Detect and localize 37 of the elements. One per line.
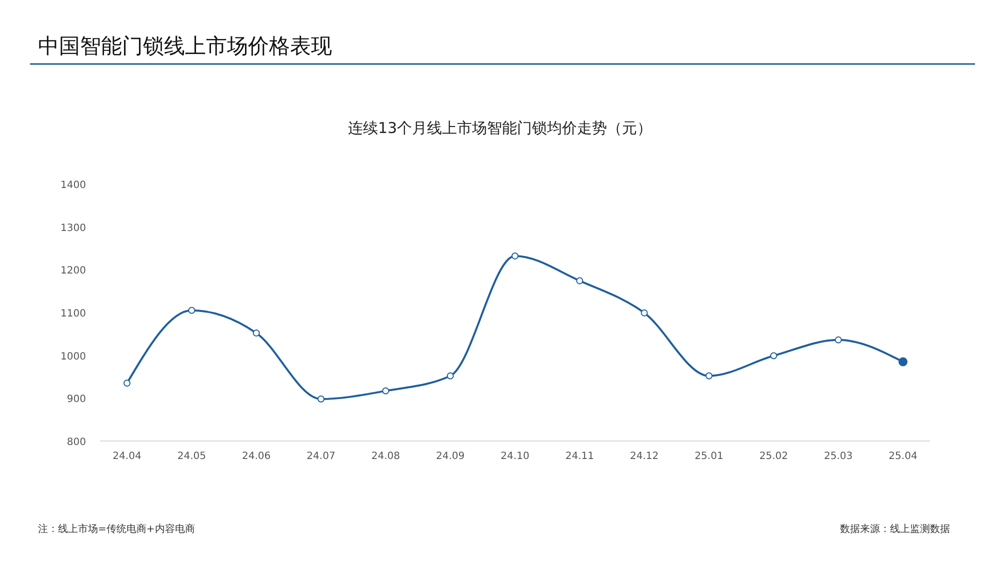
point: [512, 252, 518, 260]
point: [898, 357, 908, 366]
x-tick-label: 24.04: [112, 451, 142, 462]
x-tick-label: 25.02: [759, 451, 788, 462]
x-tick-label: 24.08: [371, 451, 400, 462]
x-tick-label: 24.12: [630, 451, 659, 462]
chart-subtitle: 连续13个月线上市场智能门锁均价走势（元）: [348, 119, 652, 137]
point: [252, 330, 260, 337]
point: [576, 277, 584, 284]
y-tick-label: 1100: [60, 308, 86, 320]
y-tick-label: 1000: [60, 351, 86, 362]
x-tick-label: 25.01: [694, 451, 724, 462]
y-tick-label: 1300: [60, 222, 86, 234]
point: [770, 352, 778, 360]
x-tick-label: 25.03: [824, 451, 853, 462]
chart-title: 中国智能门锁线上市场价格表现: [38, 34, 332, 58]
point: [706, 372, 712, 380]
point: [188, 306, 196, 314]
x-tick-label: 24.11: [565, 451, 594, 462]
x-tick-label: 24.09: [436, 451, 465, 462]
point: [382, 387, 390, 394]
x-tick-label: 24.06: [242, 451, 271, 462]
point: [446, 372, 454, 380]
point: [124, 380, 130, 387]
x-tick-label: 24.10: [500, 451, 530, 462]
source-note: 数据来源：线上监测数据: [840, 523, 950, 535]
point: [640, 309, 648, 316]
x-tick-label: 24.05: [177, 451, 206, 462]
x-tick-label: 24.07: [306, 451, 336, 462]
x-tick-label: 25.04: [888, 451, 918, 462]
y-tick-label: 900: [66, 394, 86, 406]
y-tick-label: 1400: [60, 180, 86, 191]
point: [318, 396, 324, 403]
y-tick-label: 1200: [60, 266, 86, 277]
text: 注：线上市场=传统电商+内容电商: [38, 523, 195, 535]
point: [834, 336, 842, 344]
y-tick-label: 800: [66, 437, 86, 448]
